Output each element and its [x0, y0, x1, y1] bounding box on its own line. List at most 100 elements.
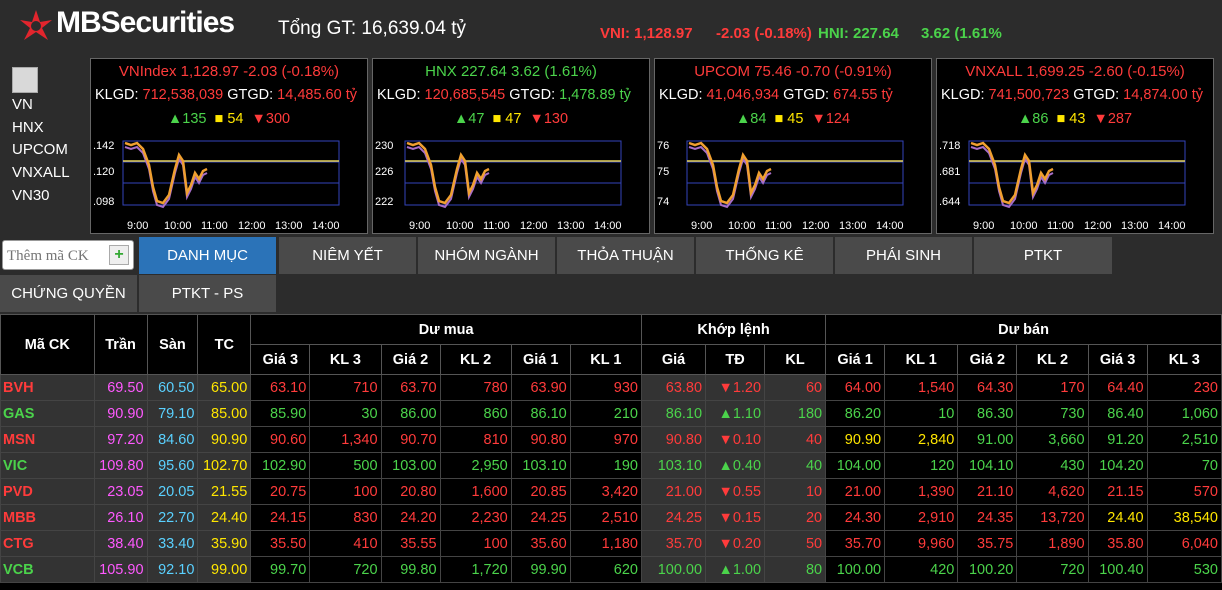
tab-ptkt-ps[interactable]: PTKT - PS [139, 275, 278, 312]
table-row[interactable]: VIC 109.80 95.60 102.70 102.90 500 103.00 2,950… [0, 452, 1222, 479]
price-cell: 30 [309, 400, 382, 427]
header-code: Mã CK [0, 314, 95, 375]
up-arrow-icon: ▲ [453, 111, 469, 127]
table-row[interactable]: BVH 69.50 60.50 65.00 63.10 710 63.70 780 63.90 9… [0, 374, 1222, 401]
price-cell: 810 [439, 426, 512, 453]
subheader-cell: Giá 3 [250, 344, 311, 375]
header-floor: Sàn [146, 314, 199, 375]
tab-niem-yet[interactable]: NIÊM YẾT [279, 237, 418, 274]
panel-title: UPCOM 75.46 -0.70 (-0.91%) [694, 63, 892, 80]
time-tick-label: 9:00 [973, 220, 994, 232]
floor-price: 33.40 [146, 530, 199, 557]
price-cell: 35.60 [510, 530, 571, 557]
price-cell: 100.00 [825, 556, 886, 583]
gtgd-label: GTGD: [783, 87, 830, 103]
intraday-chart: 76 75 74 9:00 10:00 11:00 12:00 13:00 14:00 [657, 140, 904, 232]
y-tick-label: .718 [939, 140, 960, 152]
reference-price: 35.90 [197, 530, 252, 557]
table-row[interactable]: MSN 97.20 84.60 90.90 90.60 1,340 90.70 810 90.8… [0, 426, 1222, 453]
price-cell: 86.00 [380, 400, 441, 427]
time-tick-label: 14:00 [594, 220, 622, 232]
down-count: 300 [265, 111, 291, 127]
price-cell: 710 [309, 374, 382, 401]
collapse-toggle[interactable] [12, 67, 38, 93]
advance-decline: ▲86 ■ 43 ▼287 [937, 111, 1213, 127]
sidebar-item-vnxall[interactable]: VNXALL [12, 164, 70, 181]
price-cell: 90.80 [510, 426, 571, 453]
sidebar-item-vn[interactable]: VN [12, 96, 33, 113]
y-tick-label: 230 [375, 140, 393, 152]
up-count: 86 [1032, 111, 1049, 127]
table-row[interactable]: CTG 38.40 33.40 35.90 35.50 410 35.55 100 35.60 1… [0, 530, 1222, 557]
klgd-label: KLGD: [377, 87, 421, 103]
tab-ptkt[interactable]: PTKT [974, 237, 1114, 274]
table-row[interactable]: MBB 26.10 22.70 24.40 24.15 830 24.20 2,230 24.2… [0, 504, 1222, 531]
header-ceiling: Trần [93, 314, 148, 375]
price-cell: 90.80 [640, 426, 707, 453]
floor-price: 60.50 [146, 374, 199, 401]
symbol-code: MBB [0, 504, 95, 531]
price-cell: 35.50 [250, 530, 311, 557]
index-panel-1[interactable]: HNX 227.64 3.62 (1.61%) KLGD: 120,685,545… [372, 58, 650, 234]
index-panel-3[interactable]: VNXALL 1,699.25 -2.60 (-0.15%) KLGD: 741,… [936, 58, 1214, 234]
price-cell: 2,840 [884, 426, 959, 453]
index-panel-2[interactable]: UPCOM 75.46 -0.70 (-0.91%) KLGD: 41,046,9… [654, 58, 932, 234]
panel-volume-line: KLGD: 41,046,934 GTGD: 674.55 tỷ [659, 87, 893, 103]
time-tick-label: 9:00 [127, 220, 148, 232]
price-cell: 90.60 [250, 426, 311, 453]
subheader-cell: TĐ [705, 344, 766, 375]
time-tick-label: 14:00 [312, 220, 340, 232]
reference-price: 85.00 [197, 400, 252, 427]
tab-danh-muc[interactable]: DANH MỤC [139, 237, 278, 274]
price-cell: 21.00 [825, 478, 886, 505]
tab-thoa-thuan[interactable]: THỎA THUẬN [557, 237, 696, 274]
price-cell: 210 [569, 400, 642, 427]
sidebar-item-upcom[interactable]: UPCOM [12, 141, 68, 158]
price-cell: 1,890 [1016, 530, 1089, 557]
price-cell: 2,230 [439, 504, 512, 531]
vni-value: VNI: 1,128.97 [600, 25, 693, 42]
ref-count: 54 [227, 111, 244, 127]
price-cell: 70 [1146, 452, 1222, 479]
price-cell: ▼1.20 [705, 374, 766, 401]
tab-nhom-nganh[interactable]: NHÓM NGÀNH [418, 237, 557, 274]
price-cell: 2,950 [439, 452, 512, 479]
price-cell: 104.10 [957, 452, 1018, 479]
add-symbol-input[interactable] [7, 245, 107, 267]
ceiling-price: 69.50 [93, 374, 148, 401]
table-row[interactable]: PVD 23.05 20.05 21.55 20.75 100 20.80 1,600 20.8… [0, 478, 1222, 505]
price-cell: 103.10 [510, 452, 571, 479]
price-cell: ▼0.55 [705, 478, 766, 505]
ceiling-price: 97.20 [93, 426, 148, 453]
price-line [406, 141, 490, 205]
price-line [124, 141, 208, 205]
floor-price: 22.70 [146, 504, 199, 531]
table-row[interactable]: VCB 105.90 92.10 99.00 99.70 720 99.80 1,720 99.… [0, 556, 1222, 583]
sidebar-item-hnx[interactable]: HNX [12, 119, 44, 136]
tab-phai-sinh[interactable]: PHÁI SINH [835, 237, 974, 274]
floor-price: 95.60 [146, 452, 199, 479]
time-tick-label: 13:00 [275, 220, 303, 232]
index-panel-0[interactable]: VNIndex 1,128.97 -2.03 (-0.18%) KLGD: 712… [90, 58, 368, 234]
y-tick-label: 226 [375, 166, 393, 178]
tab-chung-quyen[interactable]: CHỨNG QUYỀN [0, 275, 139, 312]
price-cell: 86.10 [640, 400, 707, 427]
symbol-code: VIC [0, 452, 95, 479]
panel-title: VNXALL 1,699.25 -2.60 (-0.15%) [965, 63, 1185, 80]
time-tick-label: 11:00 [201, 220, 228, 232]
price-cell: 24.30 [825, 504, 886, 531]
reference-price: 21.55 [197, 478, 252, 505]
table-row[interactable]: GAS 90.90 79.10 85.00 85.90 30 86.00 860 86.10 21… [0, 400, 1222, 427]
price-cell: 21.00 [640, 478, 707, 505]
price-cell: 930 [569, 374, 642, 401]
up-arrow-icon: ▲ [167, 111, 183, 127]
symbol-code: VCB [0, 556, 95, 583]
sidebar-item-vn30[interactable]: VN30 [12, 187, 50, 204]
price-cell: 1,720 [439, 556, 512, 583]
tab-thong-ke[interactable]: THỐNG KÊ [696, 237, 835, 274]
down-count: 287 [1107, 111, 1133, 127]
add-symbol-button[interactable]: + [109, 245, 129, 265]
price-cell: 20.75 [250, 478, 311, 505]
time-tick-label: 14:00 [876, 220, 904, 232]
y-tick-label: .098 [93, 196, 114, 208]
